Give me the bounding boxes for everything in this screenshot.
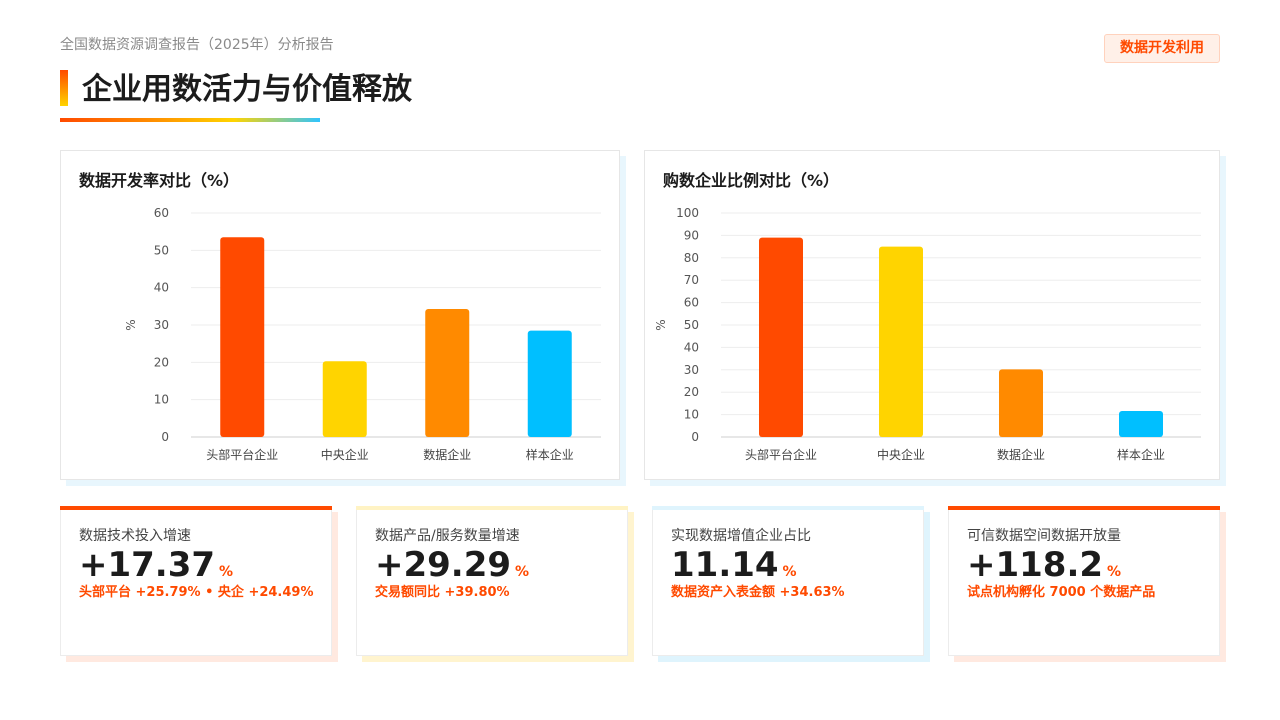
y-tick-label: 10 [154, 393, 169, 407]
card-value-number: +29.29 [375, 545, 512, 585]
x-category-label: 样本企业 [526, 447, 574, 462]
chart-panel-buyer-ratio: 购数企业比例对比（%） 0 10 20 30 40 50 60 70 80 90 100% 头部平台企… [644, 150, 1220, 480]
chart-svg-development-rate: 0 10 20 30 40 50 60% 头部平台企业 中央企业 数据企业 样本企业 [124, 206, 601, 462]
bar [220, 237, 265, 437]
y-axis-title: % [654, 319, 668, 330]
card-title: 可信数据空间数据开放量 [967, 528, 1121, 544]
card-value-unit: % [219, 564, 234, 580]
chart-panel-development-rate: 数据开发率对比（%） 0 10 20 30 40 50 60% 头部平台企业 中央企业 数据企业 样… [60, 150, 620, 480]
card-value: 11.14% [671, 545, 797, 585]
y-tick-label: 30 [684, 363, 699, 377]
card-note: 数据资产入表金额 +34.63% [671, 585, 845, 600]
y-tick-label: 20 [154, 355, 169, 369]
card-value-unit: % [782, 564, 797, 580]
card-note: 交易额同比 +39.80% [375, 585, 510, 600]
y-tick-label: 50 [684, 318, 699, 332]
card-top-line [652, 506, 924, 510]
bar [759, 237, 803, 437]
x-category-label: 中央企业 [877, 447, 925, 462]
card-top-line [60, 506, 332, 510]
y-tick-label: 0 [161, 430, 169, 444]
x-category-label: 数据企业 [423, 447, 471, 462]
x-category-label: 头部平台企业 [206, 447, 278, 462]
bar [425, 308, 470, 437]
y-tick-label: 30 [154, 318, 169, 332]
y-axis-title: % [124, 319, 138, 330]
chart-title: 数据开发率对比（%） [79, 171, 240, 190]
card-value-unit: % [515, 564, 530, 580]
chart-svg-buyer-ratio: 0 10 20 30 40 50 60 70 80 90 100% 头部平台企业 中央企业 数据企业 样本企… [654, 206, 1201, 462]
card-title: 数据产品/服务数量增速 [375, 528, 520, 544]
card-note: 试点机构孵化 7000 个数据产品 [967, 585, 1156, 600]
title-gradient-rule [60, 118, 320, 122]
x-category-label: 中央企业 [321, 447, 369, 462]
card-top-line [356, 506, 628, 510]
bar [527, 330, 572, 437]
bar [322, 361, 367, 437]
card-top-line [948, 506, 1220, 510]
y-tick-label: 40 [684, 340, 699, 354]
title-accent-bar [60, 70, 68, 106]
page-title: 企业用数活力与价值释放 [82, 72, 412, 107]
x-category-label: 头部平台企业 [745, 447, 817, 462]
card-value-number: +17.37 [79, 545, 216, 585]
section-tag: 数据开发利用 [1104, 34, 1220, 63]
kpi-card-trusted-space: 可信数据空间数据开放量 +118.2% 试点机构孵化 7000 个数据产品 [948, 506, 1220, 656]
card-note: 头部平台 +25.79% • 央企 +24.49% [79, 585, 314, 600]
y-tick-label: 100 [676, 206, 699, 220]
kpi-card-tech-investment: 数据技术投入增速 +17.37% 头部平台 +25.79% • 央企 +24.4… [60, 506, 332, 656]
y-tick-label: 50 [154, 243, 169, 257]
card-value-number: 11.14 [671, 545, 779, 585]
y-tick-label: 60 [684, 296, 699, 310]
y-tick-label: 0 [691, 430, 699, 444]
y-tick-label: 70 [684, 273, 699, 287]
bar [879, 246, 923, 437]
y-tick-label: 40 [154, 281, 169, 295]
y-tick-label: 10 [684, 408, 699, 422]
x-category-label: 数据企业 [997, 447, 1045, 462]
bar [1119, 411, 1163, 437]
y-tick-label: 20 [684, 385, 699, 399]
y-tick-label: 80 [684, 251, 699, 265]
card-title: 数据技术投入增速 [79, 528, 191, 544]
y-tick-label: 90 [684, 228, 699, 242]
x-category-label: 样本企业 [1117, 447, 1165, 462]
y-tick-label: 60 [154, 206, 169, 220]
card-value: +17.37% [79, 545, 233, 585]
chart-title: 购数企业比例对比（%） [663, 171, 840, 190]
card-value-unit: % [1107, 564, 1122, 580]
card-value: +29.29% [375, 545, 529, 585]
report-subtitle: 全国数据资源调查报告（2025年）分析报告 [60, 37, 334, 53]
kpi-card-product-growth: 数据产品/服务数量增速 +29.29% 交易额同比 +39.80% [356, 506, 628, 656]
card-value: +118.2% [967, 545, 1121, 585]
kpi-card-value-add-ratio: 实现数据增值企业占比 11.14% 数据资产入表金额 +34.63% [652, 506, 924, 656]
bar [999, 369, 1043, 437]
card-value-number: +118.2 [967, 545, 1104, 585]
card-title: 实现数据增值企业占比 [671, 528, 811, 544]
